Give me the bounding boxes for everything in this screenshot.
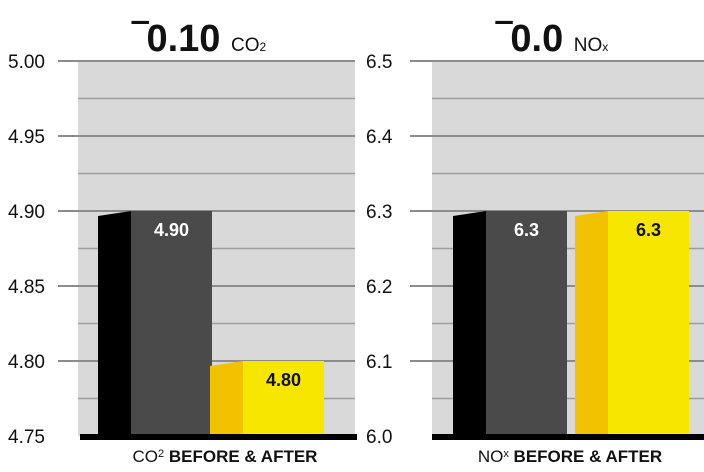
x-axis-label: NOx BEFORE & AFTER	[478, 447, 662, 466]
bar-side	[210, 361, 243, 436]
y-tick-label: 6.3	[366, 202, 392, 223]
y-tick-label: 6.0	[366, 427, 392, 448]
y-tick-label: 6.5	[366, 52, 392, 73]
bar	[486, 211, 567, 436]
x-axis-baseline	[80, 434, 357, 440]
chart-panel-1: 4.75 4.80 4.85 4.90 4.95 5.00 4.90 4.80 ‾0.10 CO…	[8, 18, 357, 466]
y-tick-label: 6.2	[366, 277, 392, 298]
y-tick-label: 6.1	[366, 352, 392, 373]
bar	[243, 361, 324, 436]
chart-headline: ‾0.10 CO2	[131, 18, 267, 60]
y-tick-label: 4.80	[8, 352, 45, 373]
y-tick-label: 5.00	[8, 52, 45, 73]
bar-side	[575, 211, 608, 436]
chart-headline: ‾0.0 NOx	[495, 18, 609, 60]
data-label: 4.90	[154, 220, 189, 240]
data-label: 6.3	[636, 220, 661, 240]
x-axis-label: CO2 BEFORE & AFTER	[133, 447, 318, 466]
bar-side	[453, 211, 486, 436]
bar-side	[98, 211, 131, 436]
x-axis-baseline	[432, 434, 704, 440]
y-tick-label: 4.75	[8, 427, 45, 448]
y-tick-label: 4.85	[8, 277, 45, 298]
data-label: 6.3	[514, 220, 539, 240]
y-tick-label: 6.4	[366, 127, 393, 148]
y-tick-label: 4.90	[8, 202, 45, 223]
data-label: 4.80	[266, 370, 301, 390]
bar	[608, 211, 689, 436]
bar	[131, 211, 212, 436]
y-tick-label: 4.95	[8, 127, 45, 148]
chart-panel-2: 6.0 6.1 6.2 6.3 6.4 6.5 6.3 6.3 ‾0.0 NOx NOx BEFO…	[366, 18, 704, 466]
